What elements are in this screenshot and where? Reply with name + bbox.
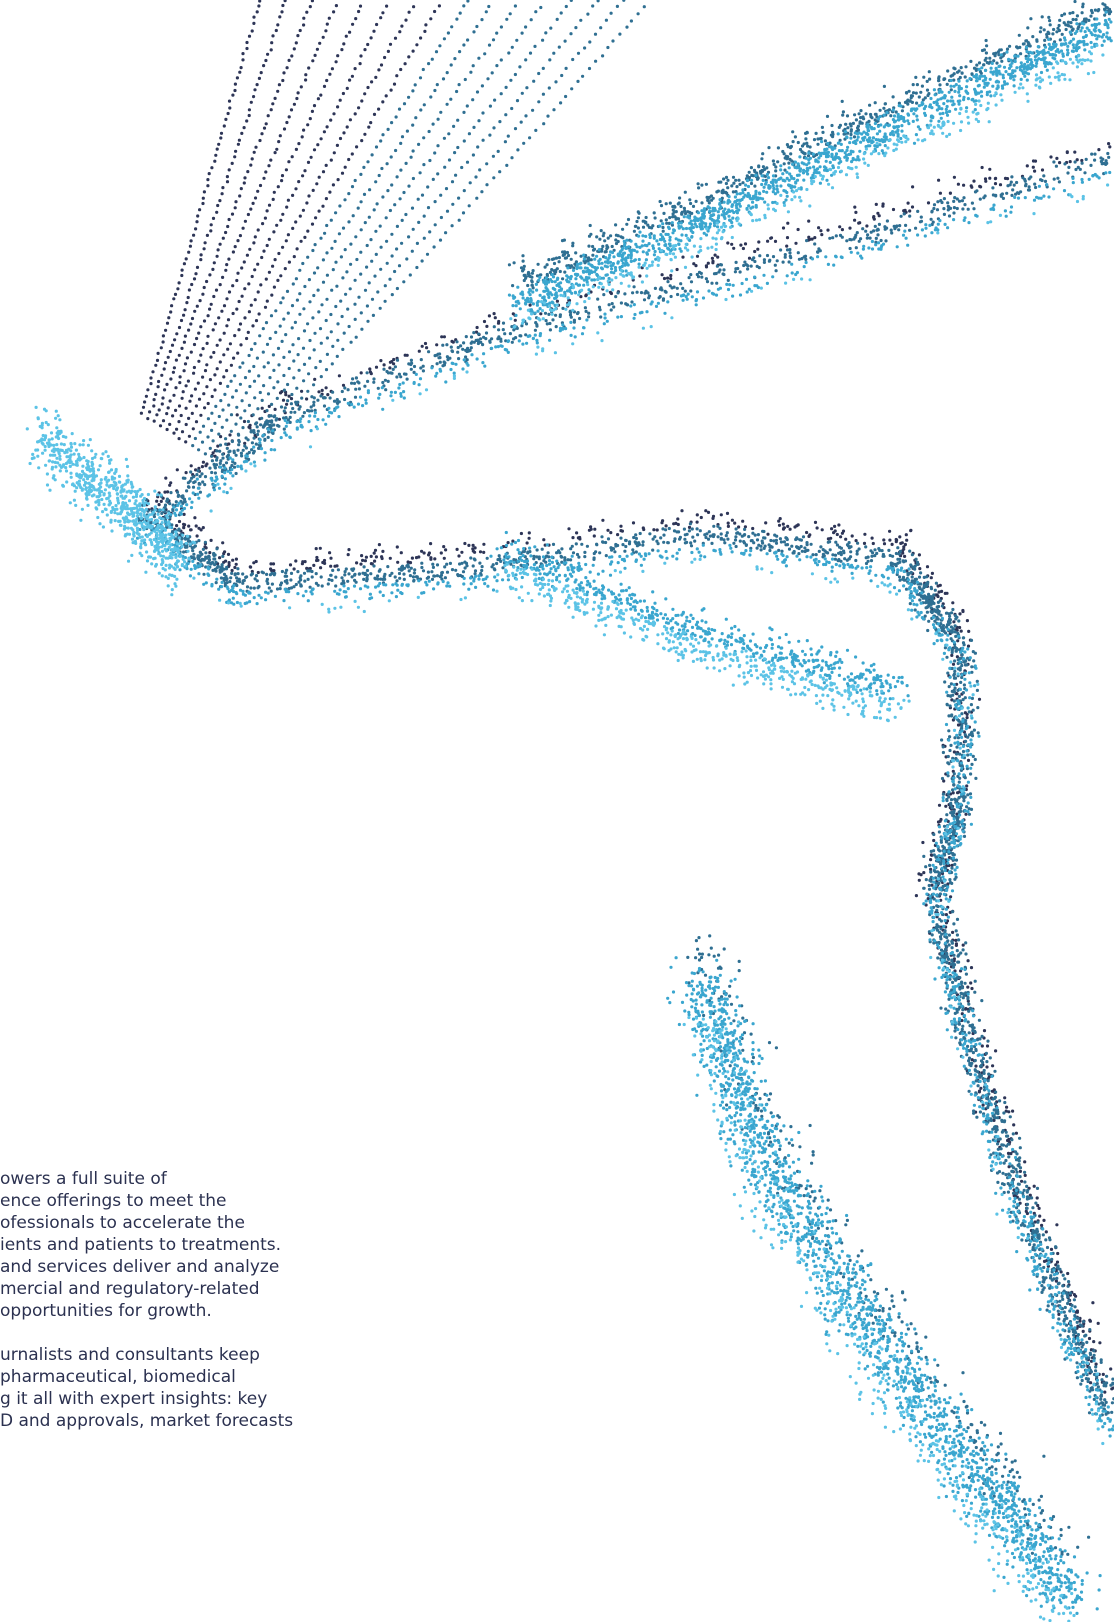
paragraph: owers a full suite of ence offerings to m… <box>0 1168 293 1322</box>
body-copy: owers a full suite of ence offerings to m… <box>0 1168 293 1454</box>
text-line: opportunities for growth. <box>0 1301 212 1321</box>
text-line: ence offerings to meet the <box>0 1191 227 1211</box>
text-line: pharmaceutical, biomedical <box>0 1367 236 1387</box>
paragraph: urnalists and consultants keep pharmaceut… <box>0 1344 293 1432</box>
text-line: g it all with expert insights: key <box>0 1389 268 1409</box>
text-line: urnalists and consultants keep <box>0 1345 260 1365</box>
text-line: D and approvals, market forecasts <box>0 1411 294 1431</box>
text-line: mercial and regulatory-related <box>0 1279 260 1299</box>
text-line: and services deliver and analyze <box>0 1257 280 1277</box>
text-line: ients and patients to treatments. <box>0 1235 282 1255</box>
text-line: ofessionals to accelerate the <box>0 1213 245 1233</box>
text-line: owers a full suite of <box>0 1169 167 1189</box>
